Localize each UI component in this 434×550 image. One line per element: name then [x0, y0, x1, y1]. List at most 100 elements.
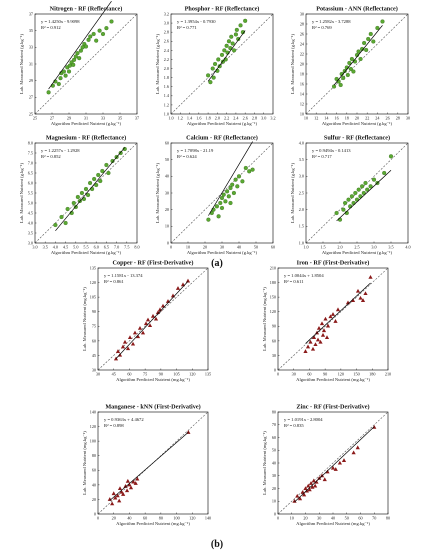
- y-tick-label: 26: [300, 31, 304, 36]
- data-point: [351, 450, 356, 455]
- y-tick-label: 2.6: [164, 39, 169, 44]
- data-point: [75, 51, 80, 56]
- data-point: [125, 478, 130, 483]
- y-axis-label: Lab. Measured Nutrient (g.kg⁻¹): [155, 34, 160, 95]
- x-tick-label: 120: [338, 372, 344, 377]
- data-point: [65, 206, 70, 212]
- data-point: [356, 187, 361, 192]
- data-point: [128, 485, 134, 490]
- y-tick-label: 7.0: [28, 160, 33, 165]
- data-point: [363, 291, 368, 295]
- chart-title: Nitrogen - RF (Reflectance): [50, 6, 123, 13]
- x-tick-label: 2.4: [233, 116, 239, 121]
- data-point: [330, 312, 336, 316]
- data-point: [238, 23, 243, 28]
- regression-equation: y = 1.3954x - 0.7930: [177, 19, 216, 24]
- data-point: [310, 484, 315, 489]
- x-tick-label: 10: [304, 116, 308, 121]
- chart-panel: 0 10 20 30 40 50 60 70 80 0 10 20 30 40 50 60 70 80 y = 1.…: [262, 404, 390, 527]
- y-tick-label: 0: [274, 511, 276, 516]
- data-point: [247, 169, 252, 174]
- data-point: [331, 84, 337, 89]
- subfigure-label-a: (a): [211, 258, 223, 269]
- data-point: [345, 72, 350, 78]
- y-tick-label: 1.4: [164, 93, 170, 98]
- y-tick-label: 24: [300, 41, 305, 46]
- data-point: [98, 178, 103, 184]
- data-point: [97, 28, 102, 33]
- regression-equation: y = 0.9363x + 4.4672: [104, 417, 144, 422]
- data-point: [61, 69, 66, 74]
- x-tick-label: 35: [118, 116, 122, 121]
- data-point: [358, 194, 363, 199]
- data-point: [322, 477, 327, 482]
- data-point: [325, 323, 331, 328]
- x-tick-label: 210: [385, 372, 391, 377]
- x-tick-label: 150: [353, 372, 359, 377]
- regression-line: [207, 30, 246, 82]
- data-point: [338, 82, 343, 88]
- y-tick-label: 33: [29, 45, 33, 50]
- data-point: [56, 81, 61, 87]
- data-point: [145, 317, 151, 322]
- y-tick-label: 4.0: [299, 140, 304, 145]
- data-point: [308, 481, 314, 485]
- data-point: [316, 325, 322, 330]
- data-point: [226, 194, 231, 199]
- data-point: [380, 19, 385, 24]
- x-tick-label: 3.0: [261, 116, 266, 121]
- x-tick-label: 3.5: [43, 245, 48, 250]
- data-point: [130, 341, 136, 346]
- data-point: [388, 154, 394, 159]
- regression-line: [115, 281, 189, 359]
- x-tick-label: 3.0: [32, 245, 37, 250]
- data-point: [320, 332, 326, 337]
- y-tick-label: 4.5: [28, 210, 33, 215]
- y-tick-label: 90: [272, 324, 276, 329]
- y-tick-label: 31: [29, 61, 33, 66]
- data-point: [91, 31, 96, 37]
- x-tick-label: 1.0: [168, 116, 173, 121]
- data-point: [333, 319, 338, 323]
- data-point: [311, 335, 317, 340]
- data-point: [351, 69, 356, 74]
- x-tick-label: 2.5: [354, 245, 359, 250]
- y-tick-label: 16: [300, 81, 304, 86]
- regression-equation: y = 1.4250x - 9.9098: [41, 19, 80, 24]
- data-point: [348, 66, 353, 72]
- data-point: [77, 56, 82, 61]
- data-point: [361, 190, 366, 196]
- y-tick-label: 60: [92, 338, 96, 343]
- y-axis-label: Lab. Measured Nutrient (g.kg⁻¹): [155, 163, 160, 224]
- data-point: [147, 323, 153, 327]
- y-tick-label: 45: [92, 353, 96, 358]
- data-point: [313, 483, 318, 488]
- data-point: [155, 310, 161, 315]
- data-point: [328, 314, 333, 319]
- x-tick-label: 1.5: [320, 245, 325, 250]
- data-point: [317, 476, 322, 480]
- y-tick-label: 120: [90, 424, 96, 429]
- y-tick-label: 120: [90, 280, 96, 285]
- x-tick-label: 135: [205, 372, 211, 377]
- data-point: [343, 200, 348, 206]
- data-point: [311, 478, 316, 483]
- data-point: [206, 73, 211, 78]
- x-tick-label: 40: [237, 245, 241, 250]
- y-tick-label: 180: [270, 280, 276, 285]
- data-point: [79, 190, 84, 196]
- y-tick-label: 10: [272, 499, 276, 504]
- x-axis-label: Algorithm Predicted Nutrient (mg.kg⁻¹): [116, 377, 190, 382]
- data-point: [119, 489, 124, 494]
- y-tick-label: 0: [274, 367, 276, 372]
- x-tick-label: 50: [254, 245, 258, 250]
- x-tick-label: 14: [324, 116, 329, 121]
- y-tick-label: 2.0: [164, 66, 169, 71]
- data-point: [212, 61, 218, 67]
- data-point: [375, 25, 380, 31]
- y-tick-label: 28: [300, 21, 304, 26]
- y-tick-label: 40: [272, 460, 276, 465]
- data-point: [307, 487, 312, 492]
- y-tick-label: 10: [165, 224, 169, 229]
- y-tick-label: 1.0: [164, 111, 169, 116]
